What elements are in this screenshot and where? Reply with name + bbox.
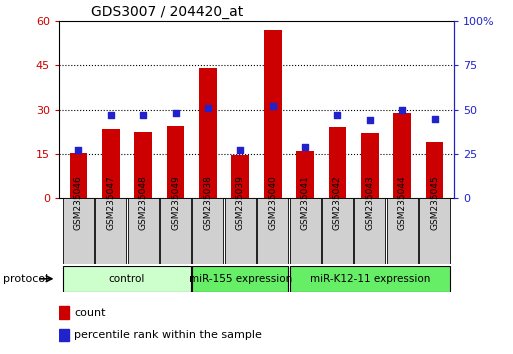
FancyBboxPatch shape: [322, 198, 353, 264]
FancyBboxPatch shape: [289, 266, 450, 292]
Point: [171, 110, 180, 116]
FancyBboxPatch shape: [225, 198, 256, 264]
FancyBboxPatch shape: [257, 198, 288, 264]
Bar: [361, 133, 379, 198]
Bar: [231, 155, 249, 198]
Point: [301, 144, 309, 150]
Bar: [199, 68, 217, 198]
FancyBboxPatch shape: [192, 266, 288, 292]
Bar: [264, 30, 282, 198]
Point: [398, 107, 406, 113]
Bar: [134, 132, 152, 198]
Text: GSM235044: GSM235044: [398, 175, 407, 230]
Text: GSM235043: GSM235043: [365, 175, 374, 230]
FancyBboxPatch shape: [354, 198, 385, 264]
Point: [333, 112, 342, 118]
Bar: [167, 126, 185, 198]
Point: [430, 116, 439, 121]
Bar: [296, 151, 314, 198]
FancyBboxPatch shape: [387, 198, 418, 264]
Bar: [393, 113, 411, 198]
Text: GSM235049: GSM235049: [171, 175, 180, 230]
Text: GSM235046: GSM235046: [74, 175, 83, 230]
Point: [139, 112, 147, 118]
FancyBboxPatch shape: [63, 198, 94, 264]
Text: GDS3007 / 204420_at: GDS3007 / 204420_at: [91, 5, 243, 19]
Point: [236, 148, 244, 153]
Point: [366, 118, 374, 123]
Bar: [59, 329, 69, 341]
Point: [204, 105, 212, 111]
FancyBboxPatch shape: [128, 198, 159, 264]
FancyBboxPatch shape: [95, 198, 126, 264]
Text: control: control: [109, 274, 145, 284]
Bar: [70, 153, 87, 198]
Text: miR-K12-11 expression: miR-K12-11 expression: [310, 274, 430, 284]
Text: GSM235040: GSM235040: [268, 175, 277, 230]
Bar: [59, 307, 69, 319]
Text: GSM235048: GSM235048: [139, 175, 148, 230]
Point: [269, 103, 277, 109]
Bar: [426, 142, 443, 198]
FancyBboxPatch shape: [289, 198, 321, 264]
Bar: [102, 129, 120, 198]
FancyBboxPatch shape: [160, 198, 191, 264]
Text: GSM235047: GSM235047: [106, 175, 115, 230]
Text: protocol: protocol: [3, 274, 48, 284]
FancyBboxPatch shape: [419, 198, 450, 264]
Point: [74, 148, 83, 153]
FancyBboxPatch shape: [192, 198, 224, 264]
Text: miR-155 expression: miR-155 expression: [189, 274, 292, 284]
Text: count: count: [74, 308, 106, 318]
Text: GSM235039: GSM235039: [236, 175, 245, 230]
Text: GSM235038: GSM235038: [204, 175, 212, 230]
Bar: [328, 127, 346, 198]
Point: [107, 112, 115, 118]
Text: GSM235041: GSM235041: [301, 175, 309, 230]
Text: percentile rank within the sample: percentile rank within the sample: [74, 330, 262, 340]
Text: GSM235042: GSM235042: [333, 175, 342, 230]
FancyBboxPatch shape: [63, 266, 191, 292]
Text: GSM235045: GSM235045: [430, 175, 439, 230]
